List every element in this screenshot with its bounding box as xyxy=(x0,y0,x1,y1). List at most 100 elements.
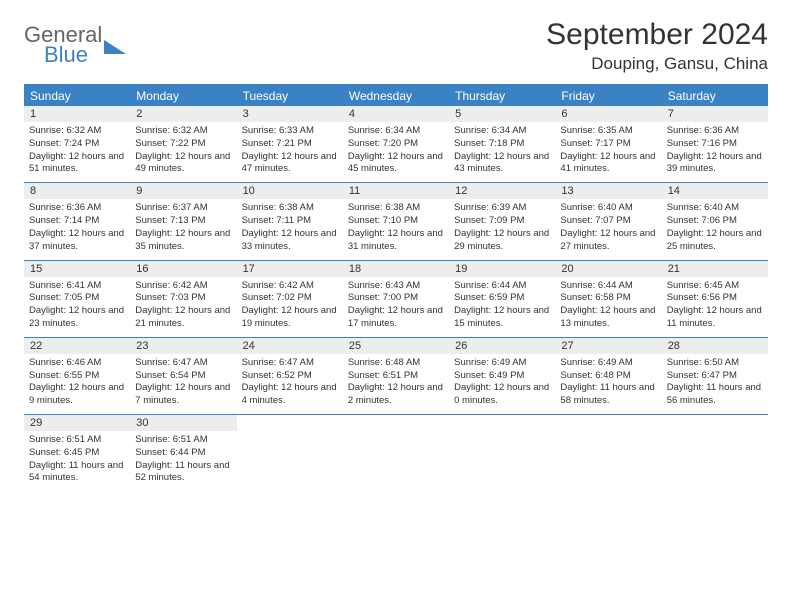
day-body xyxy=(343,419,449,475)
weekday-sunday: Sunday xyxy=(24,86,130,106)
sunset-text: Sunset: 7:24 PM xyxy=(29,138,125,151)
day-number: 30 xyxy=(130,415,236,431)
day-body: Sunrise: 6:32 AMSunset: 7:22 PMDaylight:… xyxy=(130,122,236,182)
day-body: Sunrise: 6:48 AMSunset: 6:51 PMDaylight:… xyxy=(343,354,449,414)
day-body: Sunrise: 6:41 AMSunset: 7:05 PMDaylight:… xyxy=(24,277,130,337)
daylight-text: Daylight: 11 hours and 56 minutes. xyxy=(667,382,763,408)
day-body: Sunrise: 6:36 AMSunset: 7:14 PMDaylight:… xyxy=(24,199,130,259)
daylight-text: Daylight: 12 hours and 49 minutes. xyxy=(135,151,231,177)
week-row: 22Sunrise: 6:46 AMSunset: 6:55 PMDayligh… xyxy=(24,338,768,415)
sunrise-text: Sunrise: 6:33 AM xyxy=(242,125,338,138)
day-body: Sunrise: 6:34 AMSunset: 7:18 PMDaylight:… xyxy=(449,122,555,182)
sunset-text: Sunset: 7:02 PM xyxy=(242,292,338,305)
sunset-text: Sunset: 7:16 PM xyxy=(667,138,763,151)
day-cell xyxy=(449,415,555,491)
sunrise-text: Sunrise: 6:43 AM xyxy=(348,280,444,293)
day-number: 23 xyxy=(130,338,236,354)
day-cell: 25Sunrise: 6:48 AMSunset: 6:51 PMDayligh… xyxy=(343,338,449,414)
day-cell: 1Sunrise: 6:32 AMSunset: 7:24 PMDaylight… xyxy=(24,106,130,182)
day-number: 13 xyxy=(555,183,661,199)
sunrise-text: Sunrise: 6:47 AM xyxy=(135,357,231,370)
day-number: 24 xyxy=(237,338,343,354)
day-number: 22 xyxy=(24,338,130,354)
day-number: 17 xyxy=(237,261,343,277)
day-cell: 21Sunrise: 6:45 AMSunset: 6:56 PMDayligh… xyxy=(662,261,768,337)
day-body: Sunrise: 6:47 AMSunset: 6:54 PMDaylight:… xyxy=(130,354,236,414)
day-cell: 19Sunrise: 6:44 AMSunset: 6:59 PMDayligh… xyxy=(449,261,555,337)
week-row: 15Sunrise: 6:41 AMSunset: 7:05 PMDayligh… xyxy=(24,261,768,338)
day-body: Sunrise: 6:43 AMSunset: 7:00 PMDaylight:… xyxy=(343,277,449,337)
sunset-text: Sunset: 6:48 PM xyxy=(560,370,656,383)
day-cell: 12Sunrise: 6:39 AMSunset: 7:09 PMDayligh… xyxy=(449,183,555,259)
day-number: 3 xyxy=(237,106,343,122)
daylight-text: Daylight: 12 hours and 23 minutes. xyxy=(29,305,125,331)
daylight-text: Daylight: 12 hours and 35 minutes. xyxy=(135,228,231,254)
daylight-text: Daylight: 12 hours and 11 minutes. xyxy=(667,305,763,331)
day-cell: 15Sunrise: 6:41 AMSunset: 7:05 PMDayligh… xyxy=(24,261,130,337)
daylight-text: Daylight: 12 hours and 29 minutes. xyxy=(454,228,550,254)
daylight-text: Daylight: 12 hours and 43 minutes. xyxy=(454,151,550,177)
day-cell: 28Sunrise: 6:50 AMSunset: 6:47 PMDayligh… xyxy=(662,338,768,414)
sunset-text: Sunset: 6:44 PM xyxy=(135,447,231,460)
day-body: Sunrise: 6:44 AMSunset: 6:58 PMDaylight:… xyxy=(555,277,661,337)
sunrise-text: Sunrise: 6:51 AM xyxy=(29,434,125,447)
day-cell: 9Sunrise: 6:37 AMSunset: 7:13 PMDaylight… xyxy=(130,183,236,259)
sunset-text: Sunset: 7:21 PM xyxy=(242,138,338,151)
week-row: 8Sunrise: 6:36 AMSunset: 7:14 PMDaylight… xyxy=(24,183,768,260)
sunset-text: Sunset: 6:54 PM xyxy=(135,370,231,383)
daylight-text: Daylight: 12 hours and 39 minutes. xyxy=(667,151,763,177)
sunrise-text: Sunrise: 6:40 AM xyxy=(667,202,763,215)
day-cell: 10Sunrise: 6:38 AMSunset: 7:11 PMDayligh… xyxy=(237,183,343,259)
logo: General Blue xyxy=(24,18,126,66)
sunset-text: Sunset: 7:10 PM xyxy=(348,215,444,228)
day-body: Sunrise: 6:44 AMSunset: 6:59 PMDaylight:… xyxy=(449,277,555,337)
day-cell xyxy=(555,415,661,491)
day-number: 15 xyxy=(24,261,130,277)
daylight-text: Daylight: 12 hours and 13 minutes. xyxy=(560,305,656,331)
day-body: Sunrise: 6:51 AMSunset: 6:44 PMDaylight:… xyxy=(130,431,236,491)
day-cell xyxy=(662,415,768,491)
day-cell: 6Sunrise: 6:35 AMSunset: 7:17 PMDaylight… xyxy=(555,106,661,182)
day-number: 1 xyxy=(24,106,130,122)
sunrise-text: Sunrise: 6:49 AM xyxy=(560,357,656,370)
day-body xyxy=(555,419,661,475)
sunset-text: Sunset: 7:18 PM xyxy=(454,138,550,151)
day-number: 27 xyxy=(555,338,661,354)
day-body: Sunrise: 6:49 AMSunset: 6:49 PMDaylight:… xyxy=(449,354,555,414)
sunset-text: Sunset: 7:09 PM xyxy=(454,215,550,228)
weekday-friday: Friday xyxy=(555,86,661,106)
day-cell: 18Sunrise: 6:43 AMSunset: 7:00 PMDayligh… xyxy=(343,261,449,337)
sunrise-text: Sunrise: 6:36 AM xyxy=(667,125,763,138)
day-number: 10 xyxy=(237,183,343,199)
day-body xyxy=(237,419,343,475)
day-body: Sunrise: 6:45 AMSunset: 6:56 PMDaylight:… xyxy=(662,277,768,337)
weekday-header-row: Sunday Monday Tuesday Wednesday Thursday… xyxy=(24,86,768,106)
sunset-text: Sunset: 6:47 PM xyxy=(667,370,763,383)
day-cell: 26Sunrise: 6:49 AMSunset: 6:49 PMDayligh… xyxy=(449,338,555,414)
day-number: 7 xyxy=(662,106,768,122)
day-cell: 29Sunrise: 6:51 AMSunset: 6:45 PMDayligh… xyxy=(24,415,130,491)
daylight-text: Daylight: 12 hours and 45 minutes. xyxy=(348,151,444,177)
weekday-monday: Monday xyxy=(130,86,236,106)
daylight-text: Daylight: 12 hours and 9 minutes. xyxy=(29,382,125,408)
sunrise-text: Sunrise: 6:49 AM xyxy=(454,357,550,370)
day-body xyxy=(662,419,768,475)
day-number: 8 xyxy=(24,183,130,199)
weekday-thursday: Thursday xyxy=(449,86,555,106)
sunset-text: Sunset: 7:22 PM xyxy=(135,138,231,151)
sunrise-text: Sunrise: 6:41 AM xyxy=(29,280,125,293)
sunset-text: Sunset: 7:07 PM xyxy=(560,215,656,228)
day-cell: 22Sunrise: 6:46 AMSunset: 6:55 PMDayligh… xyxy=(24,338,130,414)
daylight-text: Daylight: 12 hours and 25 minutes. xyxy=(667,228,763,254)
sunrise-text: Sunrise: 6:48 AM xyxy=(348,357,444,370)
sunrise-text: Sunrise: 6:39 AM xyxy=(454,202,550,215)
day-cell: 30Sunrise: 6:51 AMSunset: 6:44 PMDayligh… xyxy=(130,415,236,491)
day-number: 5 xyxy=(449,106,555,122)
day-number: 21 xyxy=(662,261,768,277)
daylight-text: Daylight: 12 hours and 31 minutes. xyxy=(348,228,444,254)
daylight-text: Daylight: 12 hours and 19 minutes. xyxy=(242,305,338,331)
sunrise-text: Sunrise: 6:35 AM xyxy=(560,125,656,138)
day-cell: 24Sunrise: 6:47 AMSunset: 6:52 PMDayligh… xyxy=(237,338,343,414)
day-body: Sunrise: 6:33 AMSunset: 7:21 PMDaylight:… xyxy=(237,122,343,182)
weekday-tuesday: Tuesday xyxy=(237,86,343,106)
